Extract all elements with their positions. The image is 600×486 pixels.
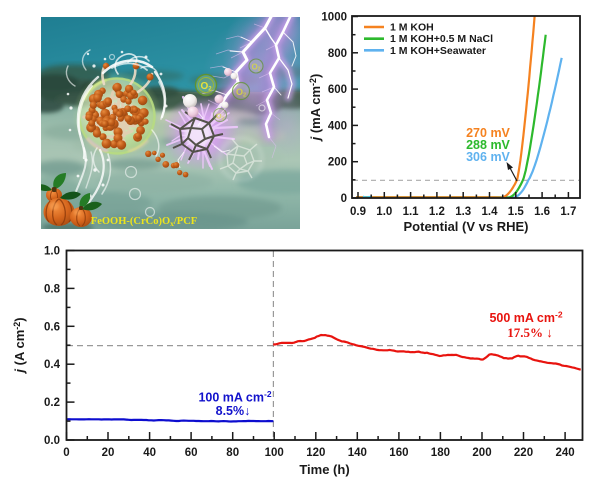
svg-text:17.5% ↓: 17.5% ↓ <box>507 325 553 340</box>
svg-text:1.0: 1.0 <box>44 246 60 258</box>
svg-text:O2: O2 <box>236 87 246 99</box>
svg-text:200: 200 <box>328 157 347 169</box>
svg-text:0: 0 <box>63 447 69 459</box>
svg-text:O2: O2 <box>251 63 260 73</box>
svg-text:180: 180 <box>431 447 450 459</box>
svg-text:40: 40 <box>143 447 156 459</box>
svg-text:100 mA cm-2: 100 mA cm-2 <box>198 389 271 405</box>
svg-text:1.1: 1.1 <box>403 206 420 218</box>
svg-text:Potential (V vs RHE): Potential (V vs RHE) <box>404 219 529 234</box>
svg-text:0.2: 0.2 <box>44 397 60 409</box>
svg-text:1 M KOH+Seawater: 1 M KOH+Seawater <box>390 45 486 57</box>
svg-text:0.8: 0.8 <box>44 283 61 295</box>
svg-text:1.5: 1.5 <box>508 206 525 218</box>
svg-text:80: 80 <box>226 447 239 459</box>
svg-text:1.7: 1.7 <box>560 206 576 218</box>
svg-text:0.0: 0.0 <box>44 435 60 447</box>
svg-text:0.6: 0.6 <box>44 321 60 333</box>
svg-text:60: 60 <box>185 447 198 459</box>
svg-text:220: 220 <box>514 447 533 459</box>
svg-text:1.6: 1.6 <box>534 206 550 218</box>
svg-text:500 mA cm-2: 500 mA cm-2 <box>489 310 562 326</box>
svg-text:1 M KOH+0.5 M NaCl: 1 M KOH+0.5 M NaCl <box>390 33 493 45</box>
svg-text:600: 600 <box>328 84 347 96</box>
svg-text:O2: O2 <box>200 81 212 93</box>
svg-text:0.9: 0.9 <box>350 206 366 218</box>
svg-text:1.2: 1.2 <box>429 206 445 218</box>
svg-text:160: 160 <box>389 447 408 459</box>
svg-text:1 M KOH: 1 M KOH <box>390 22 434 34</box>
svg-text:FeOOH-(CrCo)Ox/PCF: FeOOH-(CrCo)Ox/PCF <box>91 216 197 228</box>
svg-text:200: 200 <box>472 447 491 459</box>
svg-text:306 mV: 306 mV <box>466 150 510 164</box>
svg-text:Time (h): Time (h) <box>299 462 349 477</box>
svg-text:140: 140 <box>348 447 367 459</box>
svg-text:0: 0 <box>341 193 347 205</box>
svg-text:270 mV: 270 mV <box>466 126 510 140</box>
svg-text:20: 20 <box>102 447 115 459</box>
svg-text:j (mA cm-2): j (mA cm-2) <box>308 74 323 143</box>
svg-text:100: 100 <box>265 447 284 459</box>
svg-text:1000: 1000 <box>321 12 347 24</box>
svg-text:240: 240 <box>556 447 575 459</box>
svg-text:8.5%↓: 8.5%↓ <box>216 404 251 418</box>
svg-text:120: 120 <box>306 447 325 459</box>
svg-text:0.4: 0.4 <box>44 359 61 371</box>
svg-text:400: 400 <box>328 120 347 132</box>
svg-text:1.0: 1.0 <box>376 206 392 218</box>
svg-text:800: 800 <box>328 48 347 60</box>
svg-text:1.3: 1.3 <box>455 206 471 218</box>
svg-text:288 mV: 288 mV <box>466 138 510 152</box>
svg-text:1.4: 1.4 <box>482 206 499 218</box>
svg-text:j (A cm-2): j (A cm-2) <box>12 317 27 374</box>
svg-text:O2: O2 <box>216 112 225 121</box>
